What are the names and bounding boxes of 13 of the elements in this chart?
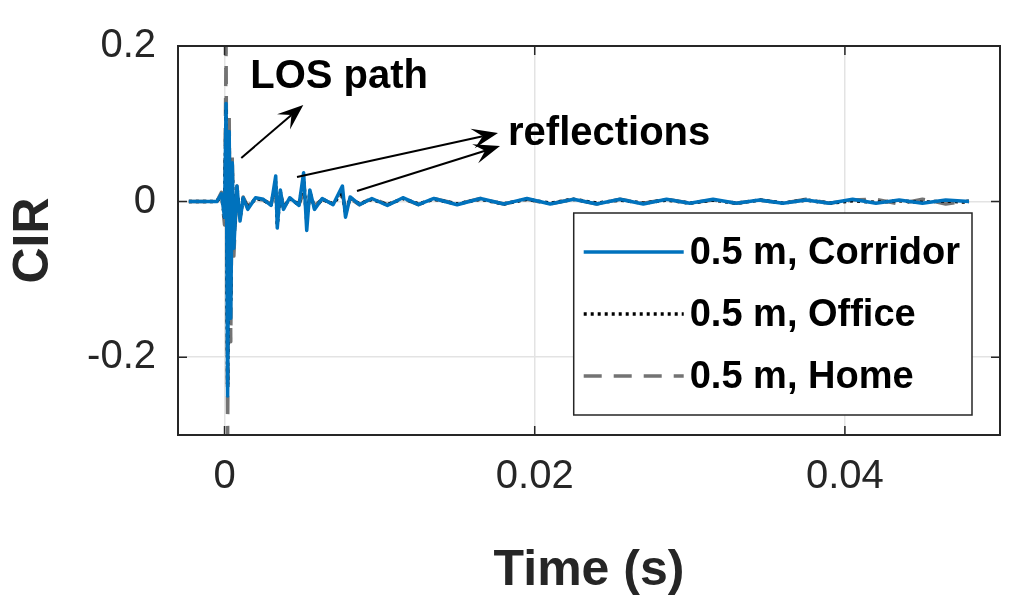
- x-tick-label: 0: [213, 452, 236, 497]
- y-axis-title: CIR: [2, 197, 59, 284]
- y-tick-label: -0.2: [87, 332, 156, 377]
- legend-label: 0.5 m, Home: [689, 354, 914, 397]
- x-axis-title: Time (s): [493, 539, 685, 596]
- legend-label: 0.5 m, Office: [689, 292, 916, 335]
- annotation: reflections: [508, 109, 711, 154]
- annotation: LOS path: [250, 51, 429, 96]
- y-tick-label: 0: [133, 176, 156, 221]
- legend-label: 0.5 m, Corridor: [689, 230, 961, 273]
- x-tick-label: 0.02: [495, 452, 574, 497]
- y-tick-label: 0.2: [100, 21, 156, 66]
- x-tick-label: 0.04: [805, 452, 884, 497]
